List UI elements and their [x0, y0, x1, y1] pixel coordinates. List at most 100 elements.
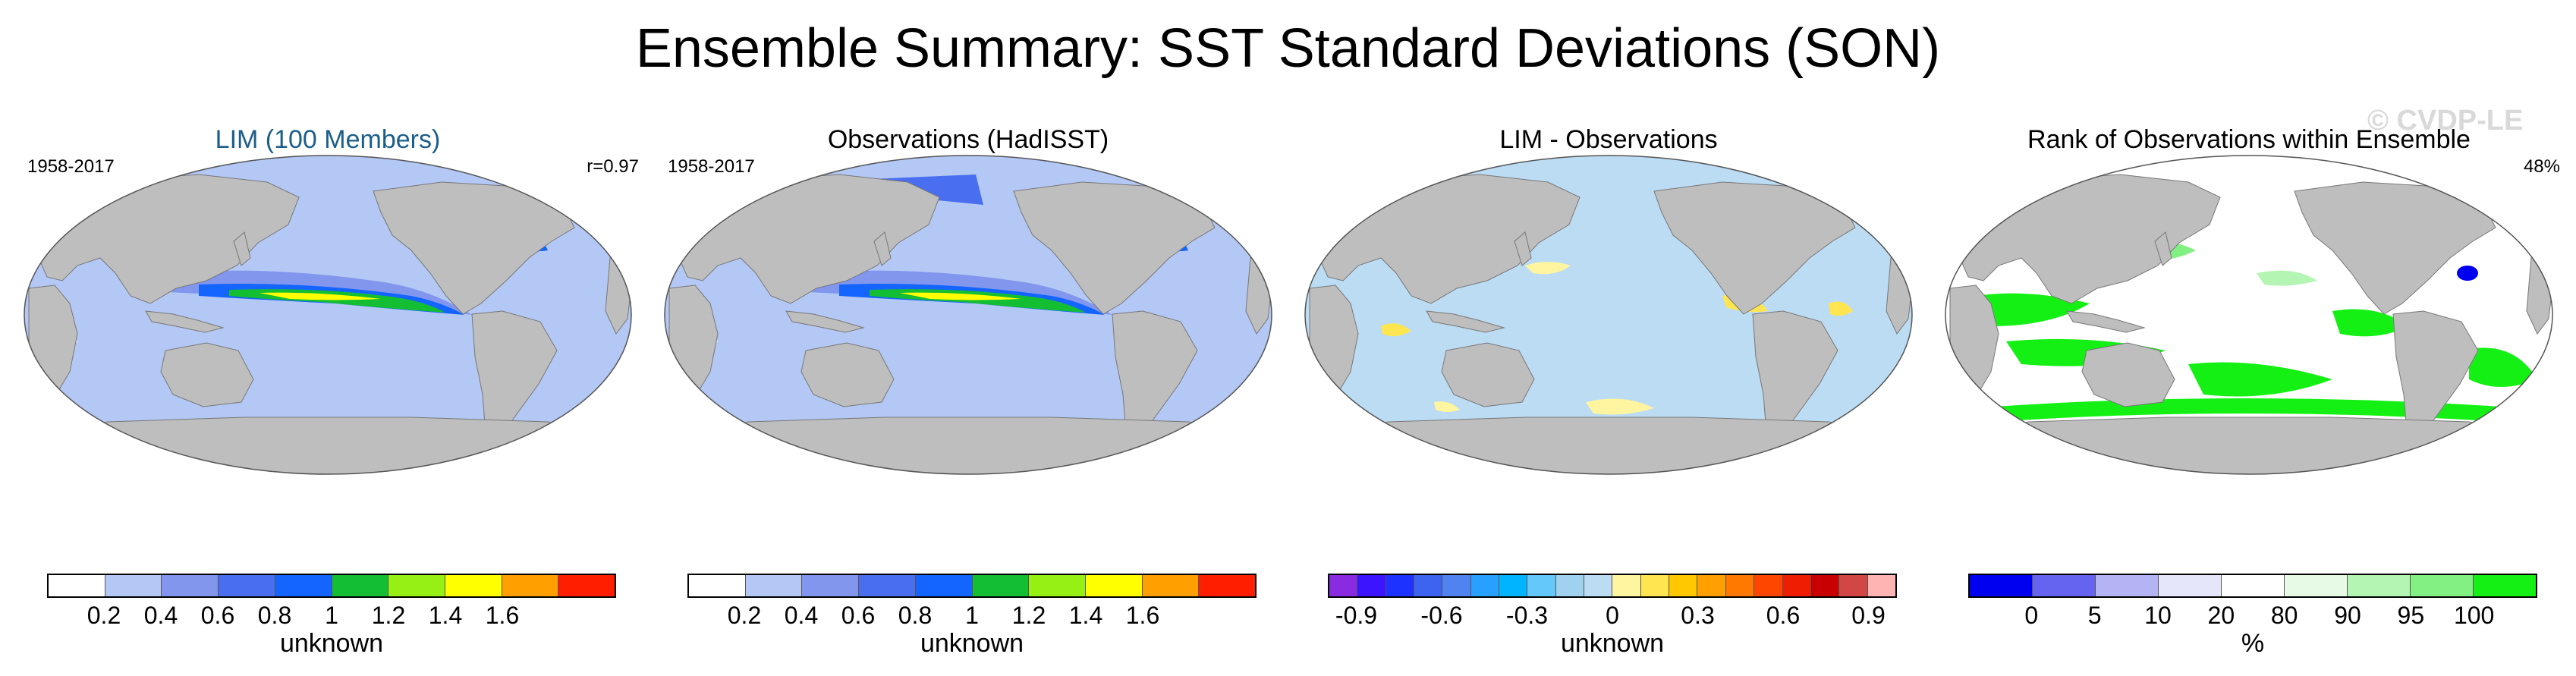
japan-landmass — [873, 231, 892, 266]
colorbar-tick-label: -0.6 — [1420, 602, 1463, 629]
colorbar-tick-label: 5 — [2087, 602, 2102, 629]
rank-patch — [1953, 398, 2545, 425]
colorbar-swatch — [859, 575, 916, 596]
colorbar-tick-label: 0.2 — [86, 602, 121, 629]
colorbar-swatch — [802, 575, 860, 596]
colorbar-swatch — [1085, 575, 1143, 596]
colorbar-swatch — [1470, 575, 1500, 596]
colorbar-tick-label: 0.4 — [784, 602, 819, 629]
colorbar-tick-label: 1.4 — [428, 602, 463, 629]
antarctica-landmass — [686, 417, 1250, 474]
colorbar-swatch — [2285, 575, 2348, 596]
indonesia-landmass — [145, 310, 225, 333]
colorbar-swatch — [1970, 575, 2033, 596]
colorbar-tick-label: 1.6 — [485, 602, 520, 629]
difference-patch — [1381, 323, 1411, 337]
rank-patch — [1976, 293, 2090, 326]
colorbar-tick-label: 0.6 — [200, 602, 235, 629]
colorbar-tick-label: 90 — [2334, 602, 2361, 629]
colorbar-label: % — [2241, 629, 2265, 658]
indonesia-landmass — [785, 310, 865, 333]
correlation-label: r=0.97 — [587, 156, 639, 177]
colorbar-swatch — [332, 575, 389, 596]
colorbar-ticks: 0.2 0.4 0.6 0.8 1 1.2 1.4 1.6 — [47, 601, 616, 631]
colorbar-tick-label: 1.2 — [1011, 602, 1046, 629]
colorbar-swatch — [445, 575, 502, 596]
colorbar-tick-label: 0 — [2024, 602, 2039, 629]
colorbar-tick-label: -0.3 — [1505, 602, 1549, 629]
colorbar-swatch — [388, 575, 445, 596]
difference-patch — [1525, 262, 1571, 275]
colorbar-swatch — [219, 575, 275, 596]
colorbar-swatch — [2033, 575, 2096, 596]
colorbar-swatch — [49, 575, 105, 596]
colorbar-swatch — [2222, 575, 2285, 596]
colorbar-tick-label: 0.3 — [1681, 602, 1715, 629]
colorbar-swatch — [162, 575, 219, 596]
panel-title: LIM - Observations — [1499, 125, 1718, 154]
colorbar-swatch — [1199, 575, 1256, 596]
antarctica-landmass — [1967, 417, 2531, 474]
rank-patch — [2469, 347, 2537, 387]
indonesia-landmass — [2066, 310, 2146, 333]
difference-patch — [1434, 401, 1460, 412]
australia-landmass — [160, 342, 254, 407]
panel-title: LIM (100 Members) — [215, 125, 441, 154]
colorbar-tick-label: 0.2 — [727, 602, 762, 629]
map-outline — [24, 155, 632, 475]
world-map — [1304, 155, 1913, 475]
colorbar-tick-label: 0.8 — [257, 602, 292, 629]
difference-patch — [1829, 301, 1853, 316]
difference-patch — [1586, 398, 1654, 415]
australia-landmass — [1441, 342, 1535, 407]
colorbar-tick-label: 0 — [1606, 602, 1619, 629]
colorbar-tick-label: 1.6 — [1125, 602, 1160, 629]
colorbar-tick-label: 0.6 — [1766, 602, 1801, 629]
colorbar-swatch — [275, 575, 332, 596]
variability-contour — [900, 292, 1021, 300]
rank-patch — [2257, 270, 2317, 286]
colorbar-swatch — [1499, 575, 1528, 596]
colorbar-swatch — [689, 575, 746, 596]
colorbar-swatch — [1612, 575, 1641, 596]
australia-landmass — [2081, 342, 2175, 407]
colorbar-swatch — [1029, 575, 1086, 596]
colorbar-swatch — [558, 575, 615, 596]
colorbar-swatch — [2159, 575, 2222, 596]
colorbar-ticks: -0.9 -0.6 -0.3 0 0.3 0.6 0.9 — [1328, 601, 1897, 631]
panel-observations: Observations (HadISST) 1958-2017 0.2 0.4 0… — [657, 114, 1279, 675]
antarctica-landmass — [1326, 417, 1891, 474]
world-map — [664, 155, 1272, 475]
colorbar-swatch — [1810, 575, 1840, 596]
australia-landmass — [800, 342, 895, 407]
world-map — [1945, 155, 2553, 475]
colorbar-swatch — [1142, 575, 1200, 596]
variability-contour — [259, 292, 381, 300]
colorbar-swatch — [1584, 575, 1613, 596]
colorbar-tick-label: 1 — [325, 602, 338, 629]
panel-rank: Rank of Observations within Ensemble 48%… — [1938, 114, 2560, 675]
colorbar-swatch — [2348, 575, 2411, 596]
colorbar-tick-label: 100 — [2453, 602, 2495, 629]
percent-label: 48% — [2523, 156, 2560, 177]
colorbar-tick-label: 1 — [965, 602, 979, 629]
panel-lim: LIM (100 Members) 1958-2017 r=0.97 0.2 0.… — [17, 114, 639, 675]
colorbar-swatch — [1555, 575, 1585, 596]
colorbar-swatch — [1839, 575, 1868, 596]
colorbar-swatch — [1669, 575, 1698, 596]
panel-difference: LIM - Observations -0.9 -0.6 -0.3 0 0.3 0.6 0.… — [1297, 114, 1920, 675]
colorbar-tick-label: 1.4 — [1068, 602, 1103, 629]
colorbar-tick-label: 0.9 — [1851, 602, 1886, 629]
colorbar — [47, 574, 616, 598]
colorbar-tick-label: 80 — [2270, 602, 2298, 629]
colorbar-swatch — [1754, 575, 1783, 596]
colorbar-tick-label: 0.4 — [143, 602, 178, 629]
colorbar-swatch — [1867, 575, 1895, 596]
colorbar-tick-label: 0.8 — [898, 602, 933, 629]
colorbar-swatch — [745, 575, 803, 596]
map-outline — [1945, 155, 2553, 475]
south-america-landmass — [471, 310, 558, 444]
colorbar-swatch — [1697, 575, 1726, 596]
antarctica-landmass — [46, 417, 610, 474]
world-map — [24, 155, 632, 475]
